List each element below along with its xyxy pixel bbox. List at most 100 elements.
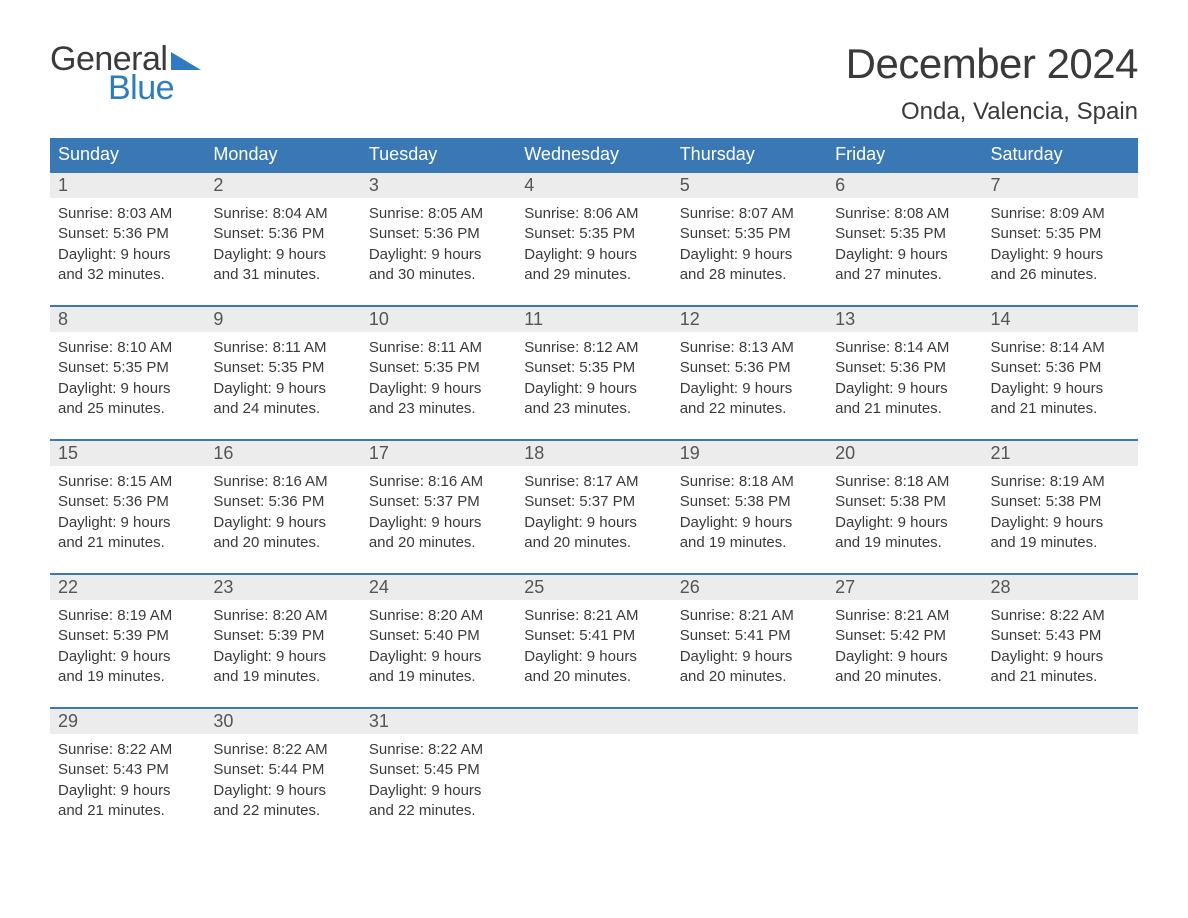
daylight-line-2: and 28 minutes. (680, 265, 819, 285)
calendar-day-cell: 2Sunrise: 8:04 AMSunset: 5:36 PMDaylight… (205, 173, 360, 289)
day-details: Sunrise: 8:11 AMSunset: 5:35 PMDaylight:… (205, 332, 360, 423)
daylight-line-1: Daylight: 9 hours (58, 379, 197, 399)
logo-text-blue: Blue (108, 69, 201, 108)
calendar-day-cell: 28Sunrise: 8:22 AMSunset: 5:43 PMDayligh… (983, 575, 1138, 691)
sunset-line: Sunset: 5:42 PM (835, 626, 974, 646)
day-number: 13 (827, 307, 982, 332)
sunset-line: Sunset: 5:36 PM (991, 358, 1130, 378)
sunset-line: Sunset: 5:38 PM (991, 492, 1130, 512)
daylight-line-1: Daylight: 9 hours (991, 647, 1130, 667)
sunrise-line: Sunrise: 8:11 AM (213, 338, 352, 358)
daylight-line-1: Daylight: 9 hours (680, 245, 819, 265)
daylight-line-1: Daylight: 9 hours (991, 245, 1130, 265)
calendar-day-cell (983, 709, 1138, 825)
calendar-day-cell: 20Sunrise: 8:18 AMSunset: 5:38 PMDayligh… (827, 441, 982, 557)
calendar-day-cell: 16Sunrise: 8:16 AMSunset: 5:36 PMDayligh… (205, 441, 360, 557)
day-number: 16 (205, 441, 360, 466)
daylight-line-2: and 22 minutes. (680, 399, 819, 419)
calendar-day-cell: 12Sunrise: 8:13 AMSunset: 5:36 PMDayligh… (672, 307, 827, 423)
daylight-line-2: and 32 minutes. (58, 265, 197, 285)
weekday-header: Monday (205, 138, 360, 171)
day-details: Sunrise: 8:14 AMSunset: 5:36 PMDaylight:… (827, 332, 982, 423)
sunrise-line: Sunrise: 8:06 AM (524, 204, 663, 224)
day-number: 10 (361, 307, 516, 332)
day-number: 4 (516, 173, 671, 198)
weekday-header: Tuesday (361, 138, 516, 171)
calendar-week-row: 22Sunrise: 8:19 AMSunset: 5:39 PMDayligh… (50, 573, 1138, 691)
sunset-line: Sunset: 5:36 PM (213, 224, 352, 244)
daylight-line-1: Daylight: 9 hours (680, 647, 819, 667)
daylight-line-2: and 27 minutes. (835, 265, 974, 285)
sunrise-line: Sunrise: 8:10 AM (58, 338, 197, 358)
calendar-day-cell (516, 709, 671, 825)
weekday-header: Sunday (50, 138, 205, 171)
sunrise-line: Sunrise: 8:18 AM (680, 472, 819, 492)
sunset-line: Sunset: 5:41 PM (524, 626, 663, 646)
daylight-line-1: Daylight: 9 hours (835, 647, 974, 667)
daylight-line-1: Daylight: 9 hours (369, 379, 508, 399)
sunrise-line: Sunrise: 8:18 AM (835, 472, 974, 492)
calendar-day-cell: 7Sunrise: 8:09 AMSunset: 5:35 PMDaylight… (983, 173, 1138, 289)
calendar-day-cell: 9Sunrise: 8:11 AMSunset: 5:35 PMDaylight… (205, 307, 360, 423)
day-details: Sunrise: 8:09 AMSunset: 5:35 PMDaylight:… (983, 198, 1138, 289)
day-number (516, 709, 671, 734)
daylight-line-2: and 25 minutes. (58, 399, 197, 419)
sunrise-line: Sunrise: 8:11 AM (369, 338, 508, 358)
sunset-line: Sunset: 5:39 PM (213, 626, 352, 646)
title-block: December 2024 Onda, Valencia, Spain (846, 40, 1138, 126)
sunset-line: Sunset: 5:36 PM (58, 492, 197, 512)
calendar-day-cell: 25 Sunrise: 8:21 AMSunset: 5:41 PMDayligh… (516, 575, 671, 691)
calendar-week-row: 15Sunrise: 8:15 AMSunset: 5:36 PMDayligh… (50, 439, 1138, 557)
daylight-line-1: Daylight: 9 hours (680, 379, 819, 399)
sunset-line: Sunset: 5:45 PM (369, 760, 508, 780)
day-number: 15 (50, 441, 205, 466)
calendar-day-cell: 8Sunrise: 8:10 AMSunset: 5:35 PMDaylight… (50, 307, 205, 423)
sunrise-line: Sunrise: 8:21 AM (524, 606, 663, 626)
sunset-line: Sunset: 5:36 PM (369, 224, 508, 244)
sunset-line: Sunset: 5:40 PM (369, 626, 508, 646)
sunset-line: Sunset: 5:35 PM (524, 358, 663, 378)
sunrise-line: Sunrise: 8:15 AM (58, 472, 197, 492)
daylight-line-2: and 19 minutes. (213, 667, 352, 687)
day-number: 31 (361, 709, 516, 734)
day-number: 23 (205, 575, 360, 600)
daylight-line-1: Daylight: 9 hours (58, 513, 197, 533)
sunrise-line: Sunrise: 8:22 AM (213, 740, 352, 760)
sunset-line: Sunset: 5:44 PM (213, 760, 352, 780)
daylight-line-2: and 19 minutes. (680, 533, 819, 553)
day-number: 30 (205, 709, 360, 734)
day-number: 25 (516, 575, 671, 600)
calendar-day-cell (672, 709, 827, 825)
day-number: 28 (983, 575, 1138, 600)
daylight-line-2: and 22 minutes. (369, 801, 508, 821)
sunrise-line: Sunrise: 8:07 AM (680, 204, 819, 224)
calendar-day-cell: 24Sunrise: 8:20 AMSunset: 5:40 PMDayligh… (361, 575, 516, 691)
sunrise-line: Sunrise: 8:05 AM (369, 204, 508, 224)
sunrise-line: Sunrise: 8:04 AM (213, 204, 352, 224)
sunset-line: Sunset: 5:36 PM (835, 358, 974, 378)
daylight-line-1: Daylight: 9 hours (835, 513, 974, 533)
daylight-line-1: Daylight: 9 hours (369, 781, 508, 801)
day-number: 14 (983, 307, 1138, 332)
day-number: 3 (361, 173, 516, 198)
sunset-line: Sunset: 5:35 PM (680, 224, 819, 244)
logo: General Blue (50, 40, 201, 108)
daylight-line-1: Daylight: 9 hours (991, 379, 1130, 399)
sunrise-line: Sunrise: 8:14 AM (835, 338, 974, 358)
calendar-week-row: 8Sunrise: 8:10 AMSunset: 5:35 PMDaylight… (50, 305, 1138, 423)
day-details: Sunrise: 8:22 AMSunset: 5:43 PMDaylight:… (50, 734, 205, 825)
calendar-day-cell: 4Sunrise: 8:06 AMSunset: 5:35 PMDaylight… (516, 173, 671, 289)
calendar-day-cell: 31Sunrise: 8:22 AMSunset: 5:45 PMDayligh… (361, 709, 516, 825)
sunset-line: Sunset: 5:36 PM (213, 492, 352, 512)
calendar-day-cell: 23Sunrise: 8:20 AMSunset: 5:39 PMDayligh… (205, 575, 360, 691)
daylight-line-2: and 23 minutes. (369, 399, 508, 419)
sunset-line: Sunset: 5:37 PM (524, 492, 663, 512)
daylight-line-1: Daylight: 9 hours (524, 513, 663, 533)
calendar-day-cell (827, 709, 982, 825)
daylight-line-2: and 23 minutes. (524, 399, 663, 419)
sunrise-line: Sunrise: 8:09 AM (991, 204, 1130, 224)
day-details: Sunrise: 8:22 AMSunset: 5:45 PMDaylight:… (361, 734, 516, 825)
day-number: 11 (516, 307, 671, 332)
daylight-line-2: and 21 minutes. (991, 667, 1130, 687)
daylight-line-1: Daylight: 9 hours (524, 647, 663, 667)
